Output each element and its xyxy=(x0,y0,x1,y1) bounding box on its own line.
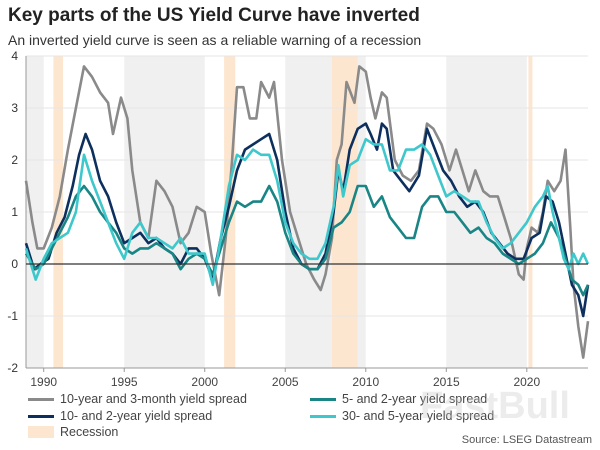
chart-title: Key parts of the US Yield Curve have inv… xyxy=(8,5,420,26)
y-tick-label: 4 xyxy=(11,49,18,63)
legend-item-10y-3m: 10-year and 3-month yield spread xyxy=(28,392,247,406)
legend-label: 5- and 2-year yield spread xyxy=(342,392,488,406)
y-tick-label: 0 xyxy=(11,257,18,271)
y-tick-label: -2 xyxy=(7,361,18,375)
legend-label: 10- and 2-year yield spread xyxy=(60,409,213,423)
legend-swatch xyxy=(28,414,54,418)
x-tick-label: 2000 xyxy=(191,375,218,389)
legend-swatch xyxy=(28,397,54,401)
legend-label: 10-year and 3-month yield spread xyxy=(60,392,247,406)
legend-item-5y-2y: 5- and 2-year yield spread xyxy=(310,392,487,406)
legend-item-10y-2y: 10- and 2-year yield spread xyxy=(28,409,212,423)
y-tick-label: -1 xyxy=(7,309,18,323)
watermark: FastBull xyxy=(420,385,570,427)
chart-subtitle: An inverted yield curve is seen as a rel… xyxy=(8,32,422,48)
x-tick-label: 1990 xyxy=(30,375,57,389)
legend-swatch xyxy=(28,426,54,438)
series-line-3 xyxy=(24,184,590,297)
x-tick-label: 2010 xyxy=(352,375,379,389)
x-tick-label: 2005 xyxy=(272,375,299,389)
legend-item-recession: Recession xyxy=(28,425,118,439)
series-line-1 xyxy=(24,65,590,359)
x-tick-label: 2015 xyxy=(433,375,460,389)
y-tick-label: 3 xyxy=(11,101,18,115)
y-tick-label: 1 xyxy=(11,205,18,219)
legend-label: Recession xyxy=(60,425,119,439)
series-line-4 xyxy=(24,137,590,287)
legend-item-30y-5y: 30- and 5-year yield spread xyxy=(310,409,494,423)
x-tick-label: 1995 xyxy=(111,375,138,389)
legend-label: 30- and 5-year yield spread xyxy=(342,409,495,423)
legend-swatch xyxy=(310,397,336,401)
y-tick-label: 2 xyxy=(11,153,18,167)
legend-swatch xyxy=(310,414,336,418)
x-tick-label: 2020 xyxy=(513,375,540,389)
source-note: Source: LSEG Datastream xyxy=(461,434,592,446)
